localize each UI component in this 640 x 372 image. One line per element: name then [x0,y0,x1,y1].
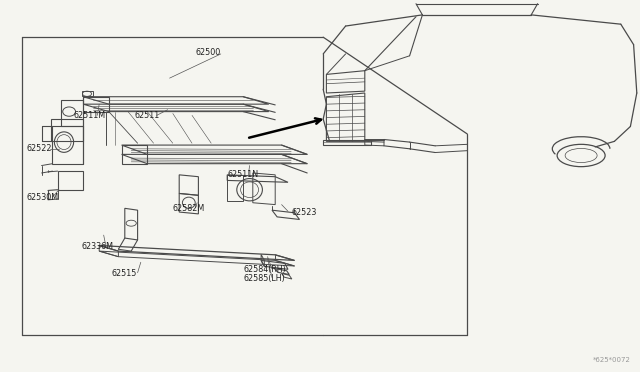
Text: 62530M: 62530M [27,193,59,202]
Text: 62336M: 62336M [82,242,114,251]
Text: 62582M: 62582M [173,204,205,213]
Text: 62511: 62511 [134,111,159,120]
Text: 62500: 62500 [195,48,220,57]
Text: *625*0072: *625*0072 [593,357,630,363]
Text: 62522: 62522 [27,144,52,153]
Text: 62515: 62515 [112,269,138,278]
Text: 62511M: 62511M [74,111,106,120]
Text: 62523: 62523 [291,208,317,217]
Text: 62511N: 62511N [227,170,259,179]
Text: 62585(LH): 62585(LH) [243,274,285,283]
Text: 62584(RH): 62584(RH) [243,265,286,274]
